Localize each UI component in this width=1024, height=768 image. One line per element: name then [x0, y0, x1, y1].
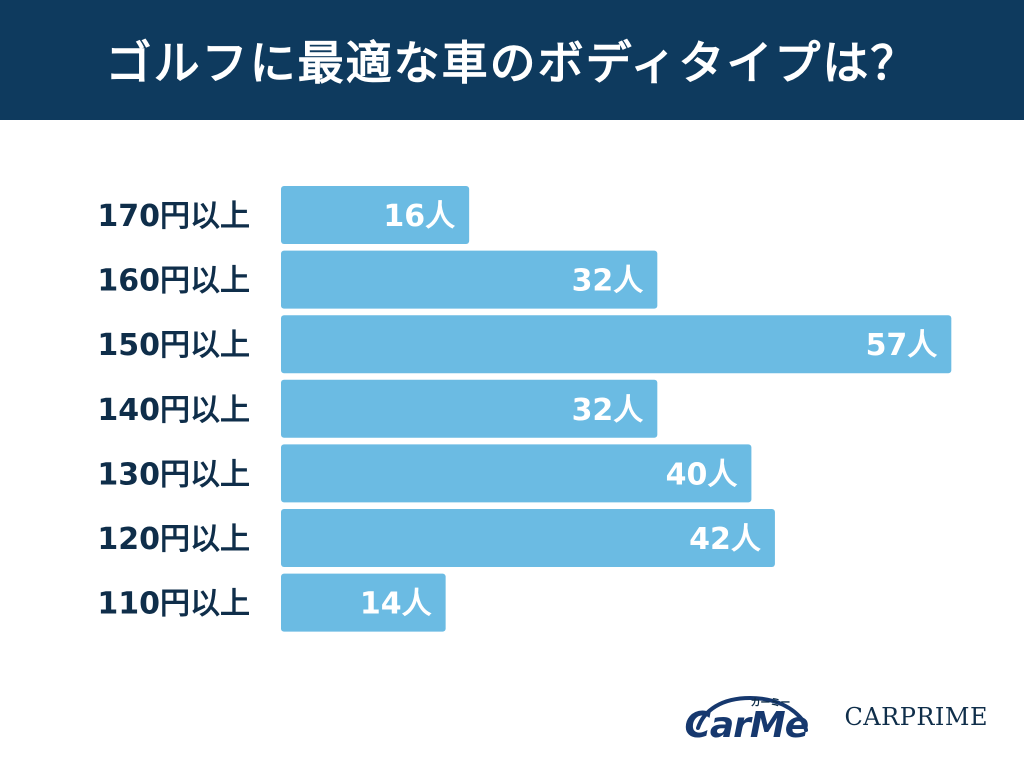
- category-label: 150円以上: [97, 328, 250, 363]
- category-label: 170円以上: [97, 199, 250, 234]
- category-label: 120円以上: [97, 522, 250, 557]
- category-label: 140円以上: [97, 393, 250, 428]
- value-label: 40人: [666, 457, 738, 492]
- bar: [281, 250, 658, 309]
- value-label: 16人: [383, 199, 455, 234]
- bar: [281, 509, 775, 567]
- value-label: 32人: [572, 264, 644, 299]
- value-label: 32人: [572, 393, 644, 428]
- bar: [281, 315, 952, 374]
- category-label: 110円以上: [97, 587, 250, 622]
- bar: [281, 444, 752, 503]
- category-label: 130円以上: [97, 457, 250, 492]
- bar: [281, 186, 470, 244]
- carme-kana: カーミー: [750, 698, 791, 709]
- bar: [281, 573, 446, 632]
- value-label: 42人: [689, 522, 761, 557]
- bar: [281, 379, 658, 438]
- carprime-logo: CARPRIME: [844, 703, 988, 731]
- carme-car-outline-icon: [696, 695, 809, 732]
- header-banner: ゴルフに最適な車のボディタイプは？: [0, 0, 1024, 120]
- category-label: 160円以上: [97, 264, 250, 299]
- carme-wordmark: CarMe: [684, 705, 809, 746]
- value-label: 14人: [360, 587, 432, 622]
- logo-area: カーミー CarMe CARPRIME: [684, 688, 988, 746]
- page-title: ゴルフに最適な車のボディタイプは？: [105, 36, 919, 90]
- value-label: 57人: [866, 328, 938, 363]
- carme-logo: カーミー CarMe: [684, 688, 814, 746]
